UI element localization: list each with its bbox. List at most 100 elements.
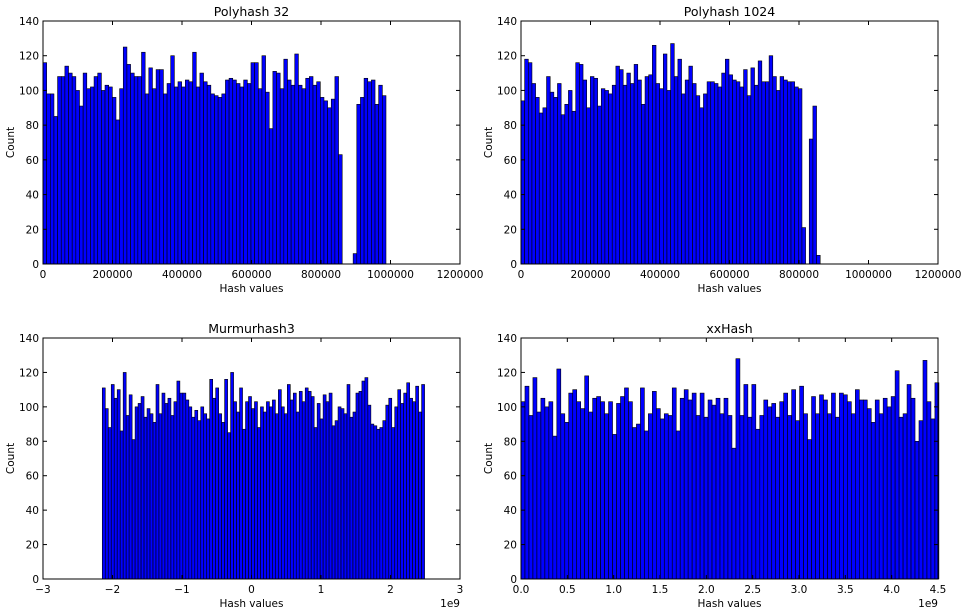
histogram-bar [182, 392, 187, 580]
y-tick-label: 0 [32, 574, 39, 586]
histogram-bar [79, 105, 84, 265]
histogram-bar [313, 427, 318, 580]
histogram-bar [176, 380, 181, 580]
histogram-bar [560, 413, 566, 580]
bars-group [520, 43, 821, 265]
histogram-bar [683, 389, 689, 580]
histogram-bar [188, 406, 193, 580]
histogram-bar [131, 439, 136, 580]
histogram-bar [898, 416, 904, 580]
histogram-bar [239, 86, 244, 265]
histogram-bar [819, 394, 824, 580]
histogram-bar [630, 83, 635, 265]
histogram-bar [747, 416, 753, 580]
histogram-bar [714, 83, 719, 265]
histogram-bar [364, 377, 369, 580]
histogram-bar [60, 76, 66, 265]
histogram-bar [188, 81, 193, 265]
histogram-bar [406, 382, 410, 580]
histogram-bar [185, 399, 190, 580]
histogram-bar [910, 397, 916, 580]
histogram-bar [232, 79, 237, 265]
histogram-bar [556, 368, 562, 580]
histogram-bar [71, 76, 77, 265]
x-tick-label: 800000 [301, 269, 341, 281]
histogram-bar [851, 413, 856, 580]
histogram-bar [540, 397, 546, 580]
histogram-bar [75, 90, 80, 265]
y-tick-label: 100 [497, 402, 517, 414]
x-tick-label: 1.5 [652, 584, 669, 596]
histogram-bar [158, 413, 163, 580]
histogram-bar [715, 397, 721, 580]
histogram-bar [743, 384, 749, 580]
histogram-bar [803, 413, 808, 580]
histogram-bar [128, 394, 133, 580]
histogram-bar [257, 427, 261, 580]
histogram-bar [225, 79, 230, 265]
histogram-bar [775, 416, 780, 580]
histogram-bar [251, 408, 255, 580]
x-axis-label: Hash values [220, 283, 284, 295]
y-tick-label: 140 [497, 16, 517, 28]
histogram-bar [619, 69, 624, 265]
histogram-bar [739, 86, 744, 265]
histogram-bar [761, 81, 766, 265]
y-tick-label: 140 [19, 333, 39, 345]
histogram-bar [361, 380, 366, 580]
histogram-bar [600, 88, 606, 265]
histogram-bar [662, 53, 668, 265]
histogram-bar [779, 76, 785, 265]
x-tick-label: 2.5 [744, 584, 761, 596]
histogram-bar [552, 435, 558, 580]
histogram-bar [670, 43, 675, 265]
x-tick-label: 1 [318, 584, 325, 596]
y-tick-label: 0 [32, 259, 39, 271]
histogram-bar [358, 391, 363, 580]
y-axis-label: Count [5, 443, 17, 474]
histogram-bar [750, 67, 755, 265]
histogram-bar [281, 406, 285, 580]
histogram-bar [230, 372, 234, 580]
histogram-bar [276, 72, 281, 265]
histogram-bar [304, 387, 309, 580]
chart-title: Polyhash 32 [214, 4, 290, 19]
histogram-bar [604, 90, 609, 265]
histogram-bar [112, 97, 117, 265]
histogram-bar [914, 440, 920, 580]
histogram-bar [787, 81, 792, 265]
histogram-bar [209, 379, 214, 580]
histogram-bar [616, 403, 621, 580]
histogram-bar [400, 403, 405, 580]
histogram-bar [600, 401, 605, 580]
histogram-bar [755, 428, 761, 580]
histogram-bar [115, 119, 120, 265]
histogram-bar [542, 107, 547, 265]
histogram-bar [279, 88, 285, 265]
histogram-bar [268, 128, 274, 265]
histogram-bar [572, 389, 578, 580]
histogram-bar [754, 84, 759, 265]
histogram-bar [338, 154, 343, 265]
x-tick-label: 200000 [570, 269, 610, 281]
histogram-bar [723, 397, 729, 580]
histogram-bar [263, 411, 267, 580]
y-tick-label: 100 [497, 85, 517, 97]
histogram-bar [626, 72, 631, 265]
histogram-bar [746, 95, 752, 265]
histogram-bar [902, 413, 908, 580]
histogram-bar [217, 97, 223, 265]
histogram-bar [538, 112, 544, 265]
histogram-bar [331, 425, 336, 580]
histogram-bar [371, 79, 376, 265]
histogram-bar [771, 403, 777, 580]
histogram-bar [327, 107, 332, 265]
histogram-bar [918, 420, 924, 580]
histogram-bar [870, 422, 876, 580]
y-tick-label: 100 [19, 402, 39, 414]
histogram-bar [122, 46, 128, 265]
histogram-bar [858, 399, 864, 580]
histogram-bar [659, 418, 665, 580]
histogram-bar [560, 114, 566, 265]
histogram-bar [811, 396, 816, 580]
